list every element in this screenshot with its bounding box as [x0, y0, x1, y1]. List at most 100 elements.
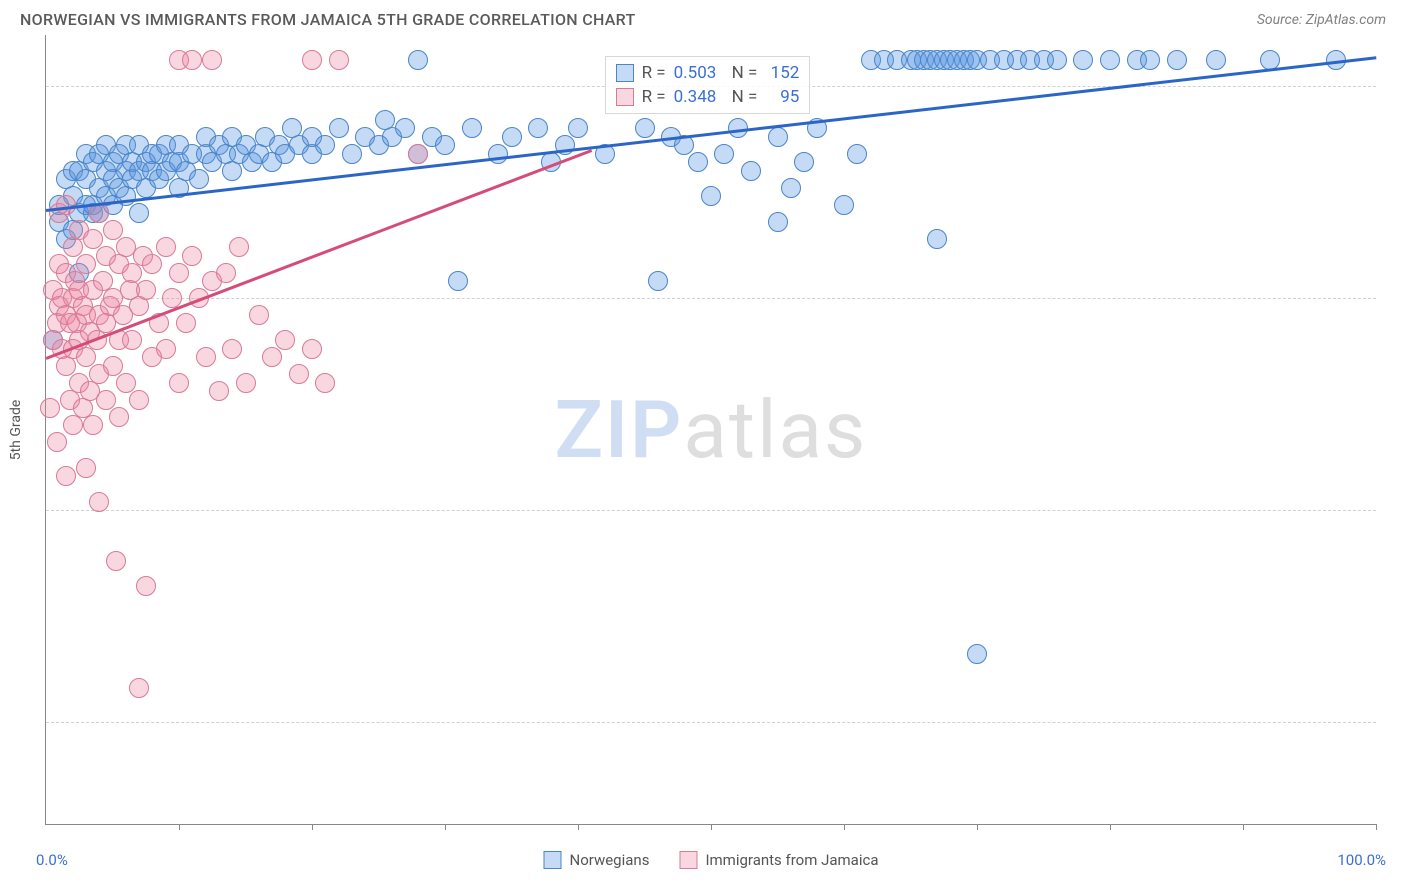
data-point-jamaica: [262, 347, 282, 367]
gridline: [46, 722, 1376, 723]
data-point-jamaica: [103, 356, 123, 376]
data-point-jamaica: [329, 50, 349, 70]
data-point-norwegians: [927, 229, 947, 249]
data-point-jamaica: [63, 415, 83, 435]
data-point-jamaica: [76, 254, 96, 274]
data-point-jamaica: [106, 551, 126, 571]
data-point-jamaica: [202, 50, 222, 70]
data-point-jamaica: [76, 347, 96, 367]
x-tick: [578, 824, 579, 830]
x-tick: [1376, 824, 1377, 830]
x-axis-min-label: 0.0%: [36, 851, 68, 869]
chart-area: ZIPatlas R =0.503N =152R =0.348N =95 5th…: [45, 35, 1376, 825]
data-point-norwegians: [714, 144, 734, 164]
x-tick: [179, 824, 180, 830]
data-point-jamaica: [103, 220, 123, 240]
data-point-norwegians: [1167, 50, 1187, 70]
stats-swatch-icon: [616, 64, 634, 82]
data-point-norwegians: [1140, 50, 1160, 70]
y-tick-label: 92.5%: [1386, 713, 1406, 731]
data-point-norwegians: [701, 186, 721, 206]
data-point-jamaica: [196, 347, 216, 367]
x-tick: [1243, 824, 1244, 830]
legend-label: Immigrants from Jamaica: [705, 851, 878, 869]
data-point-norwegians: [688, 152, 708, 172]
legend-swatch-icon: [543, 851, 561, 869]
data-point-norwegians: [1100, 50, 1120, 70]
data-point-jamaica: [289, 364, 309, 384]
data-point-jamaica: [249, 305, 269, 325]
watermark: ZIPatlas: [555, 383, 868, 477]
x-tick: [711, 824, 712, 830]
data-point-jamaica: [136, 280, 156, 300]
data-point-norwegians: [189, 169, 209, 189]
y-tick-label: 97.5%: [1386, 289, 1406, 307]
data-point-jamaica: [156, 339, 176, 359]
data-point-jamaica: [47, 432, 67, 452]
data-point-norwegians: [435, 135, 455, 155]
data-point-jamaica: [96, 390, 116, 410]
watermark-rest: atlas: [683, 383, 867, 477]
data-point-jamaica: [129, 390, 149, 410]
data-point-jamaica: [83, 229, 103, 249]
data-point-jamaica: [116, 373, 136, 393]
x-tick: [312, 824, 313, 830]
data-point-norwegians: [342, 144, 362, 164]
data-point-norwegians: [502, 127, 522, 147]
data-point-norwegians: [847, 144, 867, 164]
data-point-norwegians: [768, 212, 788, 232]
data-point-jamaica: [56, 195, 76, 215]
data-point-jamaica: [302, 339, 322, 359]
data-point-jamaica: [76, 458, 96, 478]
gridline: [46, 298, 1376, 299]
stats-n-label: N =: [732, 87, 758, 107]
data-point-jamaica: [136, 576, 156, 596]
x-tick: [977, 824, 978, 830]
x-axis-max-label: 100.0%: [1337, 851, 1386, 869]
data-point-jamaica: [315, 373, 335, 393]
stats-n-value: 95: [765, 87, 799, 107]
data-point-norwegians: [408, 50, 428, 70]
data-point-norwegians: [794, 152, 814, 172]
plot-region: ZIPatlas R =0.503N =152R =0.348N =95: [46, 35, 1376, 824]
data-point-jamaica: [182, 246, 202, 266]
gridline: [46, 510, 1376, 511]
data-point-jamaica: [209, 381, 229, 401]
data-point-norwegians: [834, 195, 854, 215]
data-point-jamaica: [222, 339, 242, 359]
data-point-norwegians: [1047, 50, 1067, 70]
data-point-norwegians: [967, 644, 987, 664]
data-point-norwegians: [528, 118, 548, 138]
data-point-jamaica: [182, 50, 202, 70]
legend-label: Norwegians: [569, 851, 649, 869]
stats-box: R =0.503N =152R =0.348N =95: [605, 56, 811, 114]
stats-r-label: R =: [642, 87, 666, 107]
data-point-jamaica: [56, 466, 76, 486]
data-point-jamaica: [83, 415, 103, 435]
data-point-norwegians: [315, 135, 335, 155]
data-point-norwegians: [768, 127, 788, 147]
data-point-norwegians: [568, 118, 588, 138]
data-point-jamaica: [142, 254, 162, 274]
data-point-jamaica: [216, 263, 236, 283]
data-point-norwegians: [1206, 50, 1226, 70]
stats-swatch-icon: [616, 88, 634, 106]
data-point-norwegians: [741, 161, 761, 181]
chart-header: NORWEGIAN VS IMMIGRANTS FROM JAMAICA 5TH…: [0, 0, 1406, 35]
chart-source: Source: ZipAtlas.com: [1257, 12, 1386, 28]
legend-item: Norwegians: [543, 851, 649, 869]
data-point-norwegians: [1073, 50, 1093, 70]
data-point-norwegians: [129, 203, 149, 223]
legend-item: Immigrants from Jamaica: [679, 851, 878, 869]
legend-swatch-icon: [679, 851, 697, 869]
data-point-jamaica: [129, 678, 149, 698]
x-tick: [445, 824, 446, 830]
x-tick: [1110, 824, 1111, 830]
y-axis-label: 5th Grade: [8, 399, 24, 460]
data-point-jamaica: [169, 373, 189, 393]
data-point-jamaica: [176, 313, 196, 333]
data-point-norwegians: [329, 118, 349, 138]
data-point-jamaica: [229, 237, 249, 257]
stats-r-value: 0.348: [674, 87, 724, 107]
data-point-jamaica: [302, 50, 322, 70]
